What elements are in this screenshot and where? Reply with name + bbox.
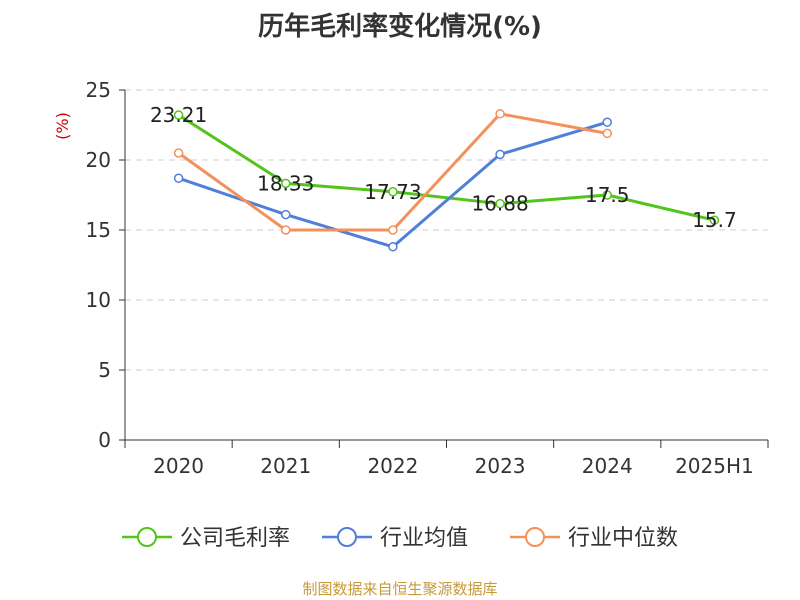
- x-tick-label: 2023: [475, 454, 526, 478]
- axes: 0 5 10 15 20 25 2020 2021 2022 2023 2024 2025H1: [86, 78, 769, 478]
- data-label: 23.21: [150, 103, 207, 127]
- y-tick-label: 10: [86, 288, 111, 312]
- data-point: [281, 225, 291, 235]
- y-tick-label: 5: [98, 358, 111, 382]
- grid-lines: [125, 89, 768, 371]
- legend-swatch-marker: [137, 527, 157, 547]
- x-tick-label: 2022: [367, 454, 418, 478]
- data-label: 16.88: [471, 192, 528, 216]
- x-tick-label: 2021: [260, 454, 311, 478]
- data-point: [602, 117, 612, 127]
- legend-label: 行业均值: [380, 526, 468, 551]
- data-point: [388, 187, 398, 197]
- chart-title: 历年毛利率变化情况(%): [258, 12, 542, 42]
- data-point: [495, 198, 505, 209]
- series-lines: [173, 109, 720, 252]
- data-point: [388, 242, 398, 252]
- data-labels: 23.21 18.33 17.73 16.88 17.5 15.7: [150, 103, 737, 232]
- data-label: 18.33: [257, 171, 314, 195]
- x-tick-label: 2020: [153, 454, 204, 478]
- legend-label: 行业中位数: [568, 526, 678, 551]
- x-tick-label: 2025H1: [675, 454, 754, 478]
- data-point: [173, 148, 184, 158]
- legend-label: 公司毛利率: [180, 526, 290, 551]
- legend: 公司毛利率 行业均值 行业中位数: [122, 526, 678, 551]
- data-point: [281, 209, 291, 220]
- data-label: 15.7: [692, 208, 737, 232]
- source-note: 制图数据来自恒生聚源数据库: [302, 580, 498, 598]
- data-point: [281, 178, 291, 189]
- data-point: [602, 128, 612, 139]
- data-point: [709, 215, 720, 225]
- legend-swatch-marker: [337, 527, 357, 547]
- legend-swatch-marker: [525, 527, 545, 547]
- y-tick-label: 20: [86, 148, 111, 172]
- data-label: 17.73: [364, 180, 421, 204]
- series-line: [177, 112, 608, 232]
- series-line: [177, 113, 715, 222]
- data-point: [173, 173, 184, 183]
- data-point: [495, 149, 505, 160]
- y-axis-label: (%): [53, 112, 72, 140]
- data-point: [388, 225, 398, 235]
- x-tick-label: 2024: [582, 454, 633, 478]
- y-tick-label: 15: [86, 218, 111, 242]
- data-label: 17.5: [585, 183, 630, 207]
- data-point: [173, 110, 184, 120]
- data-point: [495, 109, 505, 119]
- y-tick-label: 0: [98, 428, 111, 452]
- y-tick-label: 25: [86, 78, 111, 102]
- data-point: [602, 190, 612, 200]
